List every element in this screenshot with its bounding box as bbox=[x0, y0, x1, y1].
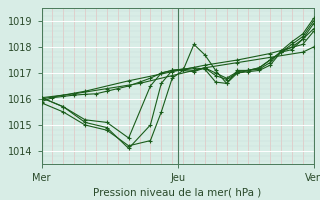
X-axis label: Pression niveau de la mer( hPa ): Pression niveau de la mer( hPa ) bbox=[93, 187, 262, 197]
